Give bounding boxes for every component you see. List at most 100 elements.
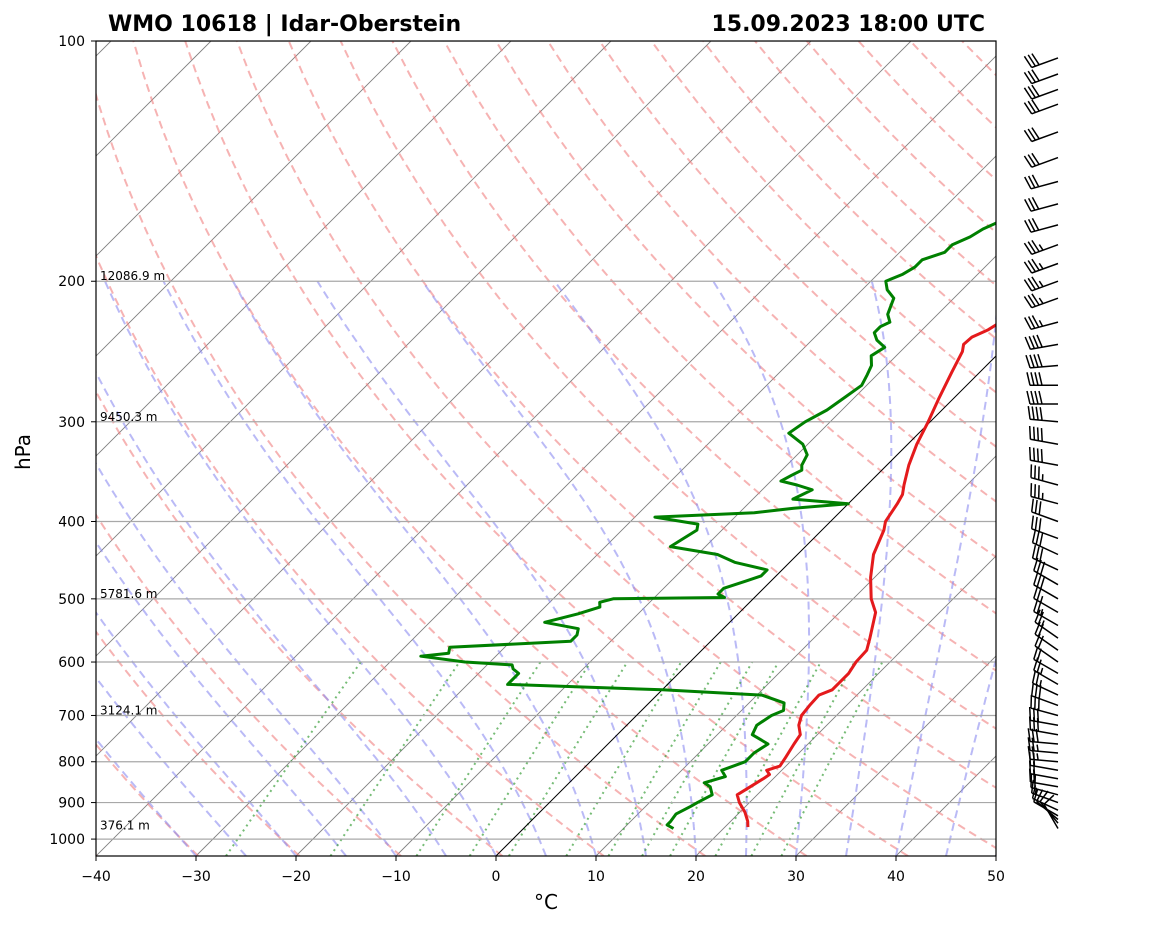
wind-barbs	[1024, 54, 1058, 829]
isotherm-line	[1096, 41, 1160, 856]
y-tick-label: 100	[58, 34, 85, 50]
dry-adiabat-line	[807, 41, 1160, 856]
wind-barb	[1024, 240, 1058, 254]
wind-barb	[1024, 153, 1058, 167]
wind-barb	[1027, 372, 1058, 385]
wind-barb	[1024, 294, 1058, 308]
y-tick-label: 700	[58, 708, 85, 724]
isotherm-line	[696, 41, 1160, 856]
wind-barb	[1031, 483, 1058, 504]
temperature-profile-line	[737, 41, 1160, 827]
x-tick-label: −10	[381, 869, 411, 885]
dry-adiabat-line	[496, 41, 1160, 856]
wind-barb	[1024, 100, 1058, 114]
wind-barb	[1024, 70, 1058, 84]
wind-barb	[1024, 54, 1058, 68]
wind-barb	[1034, 599, 1058, 626]
height-labels: 12086.9 m 9450.3 m 5781.6 m 3124.1 m 376.1 m	[100, 269, 165, 832]
x-tick-label: 50	[987, 869, 1005, 885]
y-tick-label: 600	[58, 655, 85, 671]
dry-adiabat-line	[548, 41, 1160, 856]
isotherm-zero-line	[496, 41, 1160, 856]
wind-barb	[1025, 218, 1058, 232]
isotherm-line	[0, 41, 811, 856]
isotherm-line	[0, 41, 311, 856]
wind-barb	[1024, 277, 1058, 291]
wind-barb	[1025, 197, 1058, 211]
isotherm-line	[0, 41, 511, 856]
wind-barb	[1032, 516, 1058, 539]
dry-adiabat-line	[237, 41, 1009, 856]
wind-barb	[1031, 464, 1058, 485]
moist-adiabat-lines	[0, 281, 1160, 856]
y-tick-label: 900	[58, 796, 85, 812]
dry-adiabat-line	[133, 41, 806, 856]
wind-barb	[1030, 447, 1058, 465]
wind-barb	[1025, 175, 1058, 189]
dry-adiabat-line	[703, 41, 1160, 856]
wind-barb	[1034, 572, 1058, 599]
y-tick-label: 1000	[49, 832, 85, 848]
wind-barb	[1028, 746, 1058, 762]
moist-adiabat-line	[996, 281, 1160, 856]
dry-adiabat-line	[392, 41, 1160, 856]
zero-degree-isotherm	[496, 41, 1160, 856]
height-label: 376.1 m	[100, 818, 150, 832]
wind-barb	[1030, 426, 1058, 444]
wind-barb	[1034, 586, 1058, 613]
x-tick-label: 30	[787, 869, 805, 885]
dry-adiabat-line	[962, 41, 1160, 856]
dry-adiabat-line	[1014, 41, 1160, 856]
height-label: 5781.6 m	[100, 587, 158, 601]
wind-barb	[1034, 558, 1058, 585]
isotherm-line	[0, 41, 711, 856]
x-axis-label: °C	[534, 890, 558, 914]
dry-adiabat-lines	[0, 41, 1160, 856]
isobar-gridlines	[96, 41, 996, 839]
isotherm-line	[396, 41, 1160, 856]
moist-adiabat-line	[946, 281, 1097, 856]
chart-title-datetime: 15.09.2023 18:00 UTC	[711, 12, 985, 37]
height-label: 9450.3 m	[100, 410, 158, 424]
dry-adiabat-line	[910, 41, 1160, 856]
height-label: 12086.9 m	[100, 269, 165, 283]
wind-barb	[1025, 316, 1058, 330]
isotherm-lines	[0, 41, 1160, 856]
x-tick-label: −40	[81, 869, 111, 885]
moist-adiabat-line	[0, 281, 346, 856]
dry-adiabat-line	[0, 41, 300, 856]
x-tick-label: 40	[887, 869, 905, 885]
isotherm-line	[0, 41, 611, 856]
y-tick-label: 400	[58, 514, 85, 530]
wind-barb	[1024, 259, 1058, 273]
wind-barb	[1031, 695, 1058, 716]
x-tick-label: −30	[181, 869, 211, 885]
y-tick-label: 300	[58, 415, 85, 431]
x-tick-label: 20	[687, 869, 705, 885]
dry-adiabat-line	[600, 41, 1160, 856]
x-tick-label: 0	[492, 869, 501, 885]
mixing-ratio-line	[509, 662, 627, 856]
wind-barb	[1028, 406, 1058, 422]
wind-barb	[1028, 737, 1058, 753]
isotherm-line	[0, 41, 411, 856]
mixing-ratio-line	[470, 662, 591, 856]
dry-adiabat-line	[289, 41, 1111, 856]
dry-adiabat-line	[651, 41, 1160, 856]
moist-adiabat-line	[0, 281, 196, 856]
y-axis-label: hPa	[11, 434, 35, 470]
isotherm-line	[196, 41, 1011, 856]
mixing-ratio-line	[331, 662, 460, 856]
wind-barb	[1024, 85, 1058, 99]
wind-barb	[1024, 128, 1058, 142]
height-label: 3124.1 m	[100, 703, 158, 717]
wind-barb	[1026, 354, 1058, 368]
wind-barb	[1025, 335, 1058, 349]
dry-adiabat-line	[1066, 41, 1160, 856]
dewpoint-profile-line	[421, 41, 1160, 829]
isotherm-line	[996, 41, 1160, 856]
y-tick-label: 500	[58, 592, 85, 608]
